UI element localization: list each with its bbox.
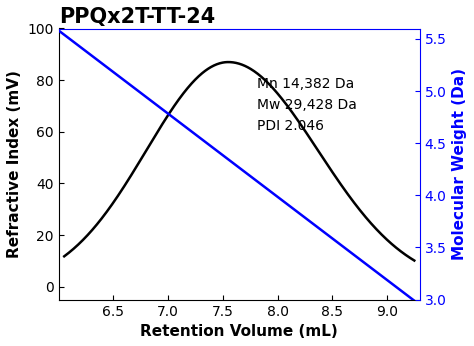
- Y-axis label: Molecular Weight (Da): Molecular Weight (Da): [452, 68, 467, 260]
- X-axis label: Retention Volume (mL): Retention Volume (mL): [140, 324, 338, 339]
- Text: Mn 14,382 Da
Mw 29,428 Da
PDI 2.046: Mn 14,382 Da Mw 29,428 Da PDI 2.046: [257, 77, 357, 133]
- Text: PPQx2T-TT-24: PPQx2T-TT-24: [59, 7, 215, 27]
- Y-axis label: Refractive Index (mV): Refractive Index (mV): [7, 70, 22, 258]
